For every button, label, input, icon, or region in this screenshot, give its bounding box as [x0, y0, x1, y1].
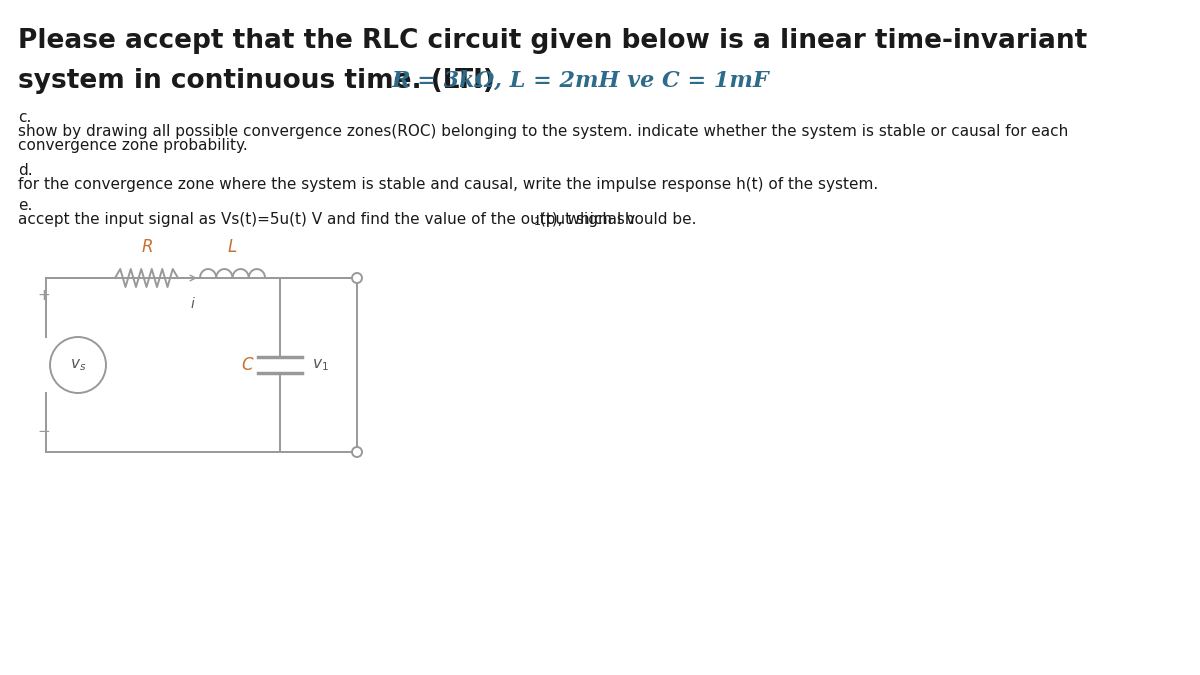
Text: show by drawing all possible convergence zones(ROC) belonging to the system. ind: show by drawing all possible convergence…	[18, 124, 1068, 139]
Text: d.: d.	[18, 163, 32, 178]
Text: c.: c.	[18, 110, 31, 125]
Text: accept the input signal as Vs(t)=5u(t) V and find the value of the output signal: accept the input signal as Vs(t)=5u(t) V…	[18, 212, 635, 227]
Text: (t), which should be.: (t), which should be.	[540, 212, 696, 227]
Text: convergence zone probability.: convergence zone probability.	[18, 138, 247, 153]
Text: $C$: $C$	[241, 356, 254, 374]
Text: $L$: $L$	[227, 238, 238, 256]
Text: R = 3kΩ, L = 2mH ve C = 1mF: R = 3kΩ, L = 2mH ve C = 1mF	[392, 70, 769, 92]
Circle shape	[352, 447, 362, 457]
Text: $i$: $i$	[190, 296, 196, 311]
Text: Please accept that the RLC circuit given below is a linear time-invariant: Please accept that the RLC circuit given…	[18, 28, 1087, 54]
Text: system in continuous time. (LTI): system in continuous time. (LTI)	[18, 68, 504, 94]
Text: for the convergence zone where the system is stable and causal, write the impuls: for the convergence zone where the syste…	[18, 177, 878, 192]
Text: −: −	[37, 425, 50, 439]
Text: $v_1$: $v_1$	[312, 357, 329, 373]
Text: $R$: $R$	[140, 238, 152, 256]
Text: e.: e.	[18, 198, 32, 213]
Text: $v_s$: $v_s$	[70, 357, 86, 373]
Text: +: +	[37, 288, 50, 304]
Circle shape	[352, 273, 362, 283]
Text: 1: 1	[534, 217, 541, 227]
